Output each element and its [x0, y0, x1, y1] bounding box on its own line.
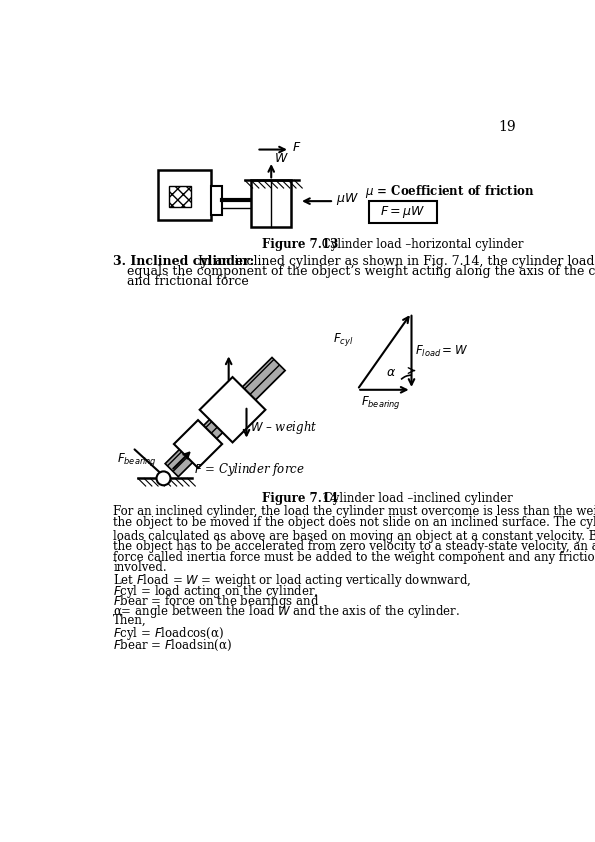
Text: Then,: Then, — [113, 614, 147, 626]
Polygon shape — [165, 358, 285, 477]
Text: Figure 7.13: Figure 7.13 — [262, 238, 338, 251]
Text: $F$cyl = $F$loadcos(α): $F$cyl = $F$loadcos(α) — [113, 625, 224, 642]
Text: In an inclined cylinder as shown in Fig. 7.14, the cylinder load: In an inclined cylinder as shown in Fig.… — [195, 255, 595, 268]
Text: $\mu$ = Coefficient of friction: $\mu$ = Coefficient of friction — [365, 184, 535, 200]
Bar — [369, 201, 437, 222]
Text: $F$bear = $F$loadsin(α): $F$bear = $F$loadsin(α) — [113, 638, 232, 653]
Text: α= angle between the load $W$ and the axis of the cylinder.: α= angle between the load $W$ and the ax… — [113, 604, 460, 621]
Text: $F = \mu W$: $F = \mu W$ — [380, 204, 425, 220]
Text: force called inertia force must be added to the weight component and any frictio: force called inertia force must be added… — [113, 551, 595, 564]
Text: Cylinder load –inclined cylinder: Cylinder load –inclined cylinder — [320, 493, 513, 505]
Text: $F$bear = force on the bearings and: $F$bear = force on the bearings and — [113, 593, 320, 610]
Circle shape — [156, 472, 171, 485]
Text: For an inclined cylinder, the load the cylinder must overcome is less than the w: For an inclined cylinder, the load the c… — [113, 505, 595, 519]
Polygon shape — [174, 420, 222, 468]
Text: $F$: $F$ — [292, 141, 302, 154]
Text: and frictional force: and frictional force — [127, 275, 249, 288]
Text: Cylinder load –horizontal cylinder: Cylinder load –horizontal cylinder — [318, 238, 524, 251]
Text: the object has to be accelerated from zero velocity to a steady-state velocity, : the object has to be accelerated from ze… — [113, 541, 595, 553]
Text: $F_{load} = W$: $F_{load} = W$ — [415, 344, 468, 359]
Text: Figure 7.14: Figure 7.14 — [262, 493, 338, 505]
Text: equals the component of the object’s weight acting along the axis of the cylinde: equals the component of the object’s wei… — [127, 265, 595, 278]
Text: $F$cyl = load acting on the cylinder,: $F$cyl = load acting on the cylinder, — [113, 583, 318, 600]
Text: $F_{bearing}$: $F_{bearing}$ — [361, 393, 401, 411]
Text: 19: 19 — [499, 120, 516, 134]
Bar — [158, 170, 211, 221]
Polygon shape — [200, 377, 265, 442]
Text: $W$ – weight: $W$ – weight — [249, 419, 317, 436]
Text: $F_{cyl}$: $F_{cyl}$ — [333, 331, 353, 349]
Text: loads calculated as above are based on moving an object at a constant velocity. : loads calculated as above are based on m… — [113, 530, 595, 543]
Text: $F$ = Cylinder force: $F$ = Cylinder force — [195, 461, 305, 477]
Text: involved.: involved. — [113, 561, 167, 574]
Text: $\mu W$: $\mu W$ — [336, 191, 358, 207]
Text: $F_{bearing}$: $F_{bearing}$ — [117, 450, 157, 467]
Text: $W$: $W$ — [274, 152, 289, 164]
Bar — [169, 186, 190, 207]
Text: the object to be moved if the object does not slide on an inclined surface. The : the object to be moved if the object doe… — [113, 515, 595, 529]
Bar — [211, 186, 221, 215]
Text: 3. Inclined cylinder:: 3. Inclined cylinder: — [113, 255, 255, 268]
Text: $\alpha$: $\alpha$ — [386, 366, 396, 380]
Bar — [251, 180, 292, 226]
Text: Let $F$load = $W$ = weight or load acting vertically downward,: Let $F$load = $W$ = weight or load actin… — [113, 573, 472, 589]
